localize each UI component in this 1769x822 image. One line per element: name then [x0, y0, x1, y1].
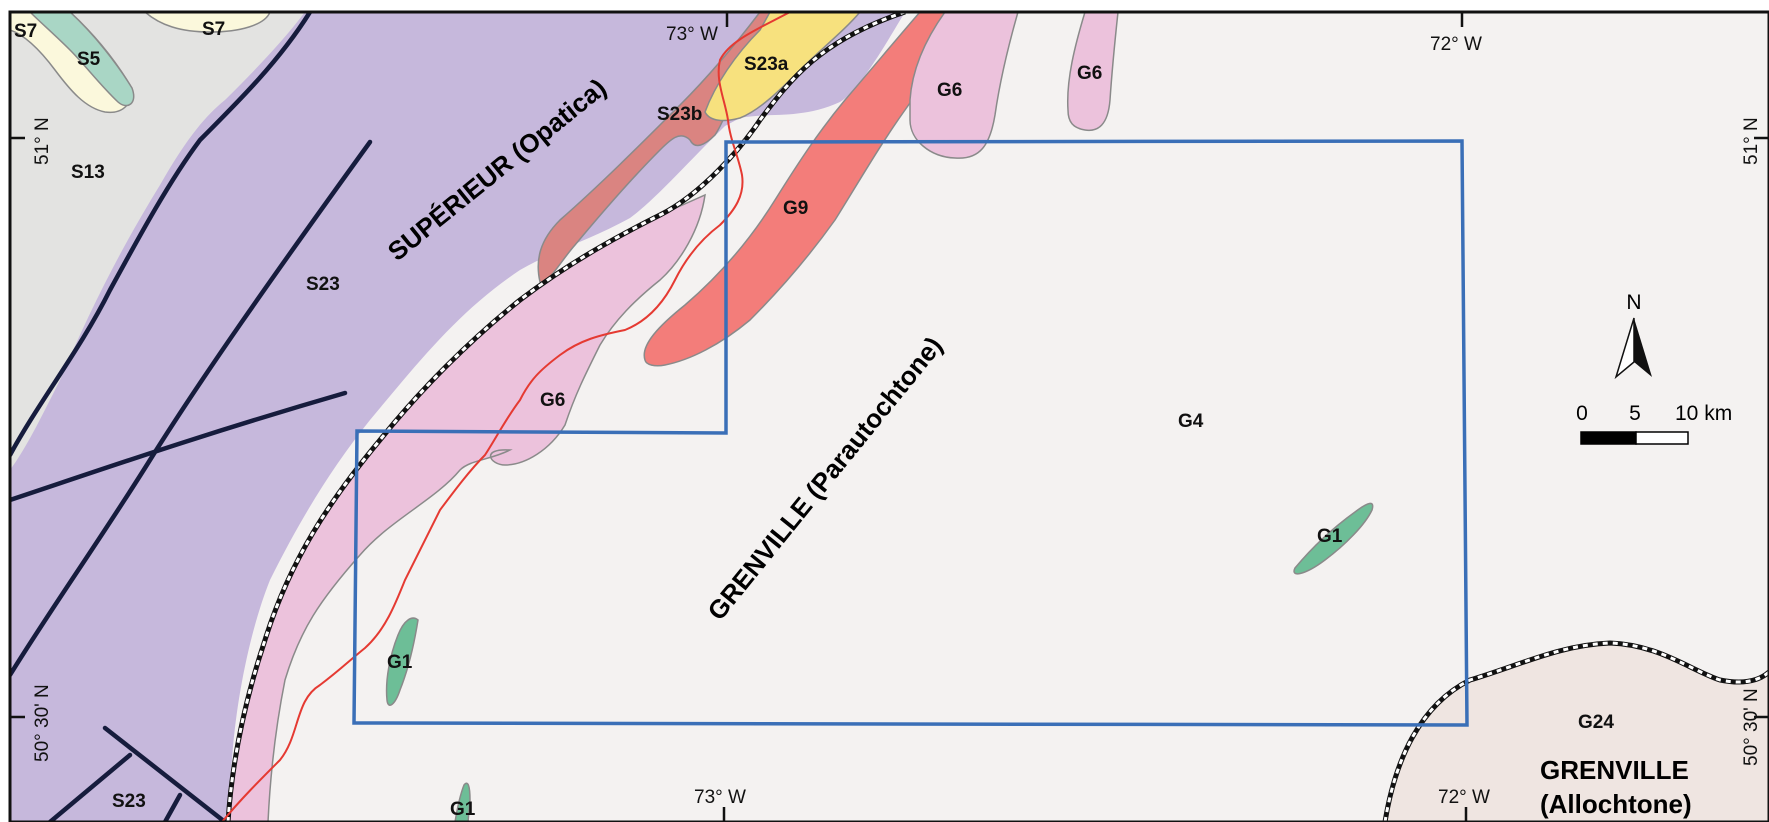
unit-g6-ne-area: [1066, 12, 1119, 132]
lat-51-label-left: 51° N: [32, 117, 53, 165]
lat-5030-label-left: 50° 30' N: [32, 684, 53, 762]
fault-line: [47, 752, 133, 822]
lon-73-label-top: 73° W: [666, 24, 718, 45]
unit-label-s7-a: S7: [14, 21, 37, 42]
unit-label-g24: G24: [1578, 712, 1614, 733]
scale-bar-segment-dark: [1580, 431, 1637, 445]
unit-g1-south-area: [454, 782, 471, 822]
lon-73-label-bottom: 73° W: [694, 787, 746, 808]
lat-5030-label-right: 50° 30' N: [1741, 688, 1762, 766]
province-boundaries: [225, 12, 1769, 822]
unit-label-s23-sw: S23: [112, 791, 146, 812]
province-label-grenville-allochthon: GRENVILLE: [1540, 755, 1689, 785]
unit-g1-east-area: [1293, 502, 1374, 575]
lon-72-label-bottom: 72° W: [1438, 787, 1490, 808]
unit-g1-west-area: [385, 617, 419, 706]
fault-line: [102, 725, 228, 822]
north-arrow: N: [1614, 291, 1652, 380]
province-boundary-dots: [1383, 641, 1769, 822]
scale-bar-segment-light: [1635, 431, 1689, 445]
unit-label-g1-west: G1: [387, 652, 413, 673]
unit-s7-area-b: [143, 12, 271, 33]
grenville-allochthon-area: [1385, 643, 1769, 822]
unit-label-s13: S13: [71, 162, 105, 183]
unit-label-s23a: S23a: [744, 54, 789, 75]
fault-lines: [10, 12, 373, 822]
north-arrow-icon: [1634, 318, 1652, 377]
fault-line: [10, 390, 348, 503]
unit-label-s23b: S23b: [657, 104, 702, 125]
province-label-grenville-allochthon-line1: GRENVILLE: [1540, 755, 1689, 785]
unit-label-g9: G9: [783, 198, 808, 219]
north-arrow-icon-outline: [1614, 317, 1635, 380]
fault-line: [162, 792, 183, 822]
scale-bar: 0 5 10 km: [1576, 402, 1732, 445]
unit-label-g1-south: G1: [450, 799, 476, 820]
unit-s13-area: [10, 12, 305, 470]
unit-s5-area: [28, 12, 135, 107]
unit-label-s23-main: S23: [306, 274, 340, 295]
lon-72-label-top: 72° W: [1430, 34, 1482, 55]
unit-label-s7-b: S7: [202, 19, 225, 40]
fault-line: [10, 12, 313, 458]
scale-bar-tick-0: 0: [1576, 402, 1588, 425]
province-label-grenville-allochthon-2: (Allochtone): [1540, 789, 1692, 819]
unit-g6-north-area: [909, 12, 1019, 159]
unit-label-g6-belt: G6: [540, 390, 565, 411]
graticule-ticks: [10, 12, 1769, 822]
map-frame: [8, 10, 1769, 822]
unit-label-g6-ne: G6: [1077, 63, 1102, 84]
unit-label-g6-north: G6: [937, 80, 962, 101]
unit-label-g1-east: G1: [1317, 526, 1343, 547]
study-area-outline: [352, 139, 1469, 727]
north-arrow-label: N: [1626, 291, 1641, 314]
unit-label-g4: G4: [1178, 411, 1204, 432]
unit-label-s5: S5: [77, 49, 101, 70]
scale-bar-tick-5: 5: [1629, 402, 1641, 425]
scale-bar-tick-10: 10 km: [1675, 402, 1732, 425]
province-boundary-dots: [226, 12, 906, 822]
lat-51-label-right: 51° N: [1741, 117, 1762, 165]
superior-province-area: [10, 12, 905, 822]
river: [221, 12, 791, 822]
